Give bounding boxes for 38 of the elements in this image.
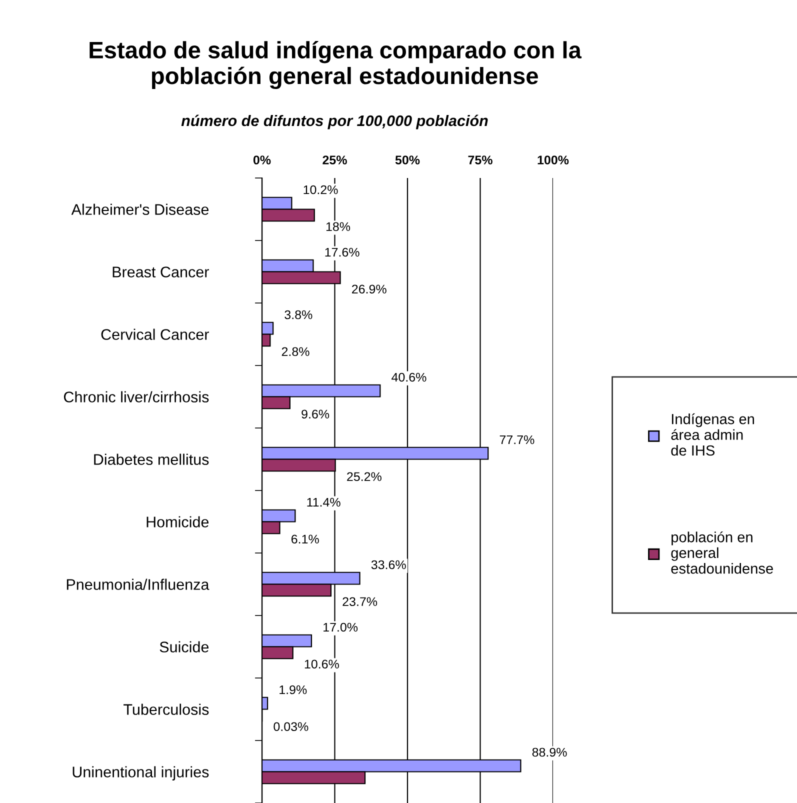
data-label: 11.4%: [307, 498, 340, 507]
data-label: 10.2%: [304, 185, 338, 194]
y-tick-label: Pneumonia/Influenza: [66, 578, 210, 590]
data-label: 17.0%: [324, 622, 358, 632]
y-tick-label: Homicide: [146, 516, 209, 528]
legend-label: población en general estadounidense: [671, 531, 773, 574]
y-tick-label: Chronic liver/cirrhosis: [64, 391, 209, 402]
data-label: 77.7%: [500, 435, 534, 444]
data-label: 2.8%: [282, 347, 310, 356]
y-tick-label: Alzheimer's Disease: [71, 204, 209, 215]
y-tick-label: Tuberculosis: [124, 704, 209, 715]
data-label: 10.6%: [304, 660, 339, 669]
data-label: 88.9%: [532, 748, 567, 757]
y-tick-label: Suicide: [160, 641, 209, 652]
data-label: 40.6%: [392, 372, 426, 382]
data-label: 9.6%: [302, 410, 330, 419]
y-tick-label: Cervical Cancer: [101, 328, 209, 340]
data-label: 6.1%: [291, 534, 319, 544]
chart-title: Estado de salud indígena comparado con la población general estadounidense: [90, 40, 582, 90]
x-tick-label: 100%: [538, 156, 569, 164]
x-tick-label: 25%: [322, 156, 347, 164]
y-tick-label: Uninentional injuries: [72, 766, 209, 780]
data-label: 18%: [326, 222, 350, 232]
data-label: 26.9%: [352, 284, 386, 294]
x-tick-label: 75%: [468, 156, 492, 164]
y-tick-label: Breast Cancer: [112, 266, 209, 278]
x-tick-label: 0%: [253, 156, 271, 164]
y-tick-label: Diabetes mellitus: [94, 454, 209, 465]
data-label: 25.2%: [347, 472, 382, 482]
data-label: 17.6%: [325, 248, 360, 257]
data-label: 33.6%: [371, 560, 406, 570]
chart-subtitle: número de difuntos por 100,000 población: [181, 114, 488, 130]
data-label: 0.03%: [274, 722, 308, 732]
x-tick-label: 50%: [395, 156, 420, 164]
legend-label: Indígenas en área admin de IHS: [671, 413, 754, 456]
data-label: 1.9%: [280, 685, 307, 694]
data-label: 23.7%: [342, 597, 378, 606]
data-label: 3.8%: [284, 310, 312, 320]
